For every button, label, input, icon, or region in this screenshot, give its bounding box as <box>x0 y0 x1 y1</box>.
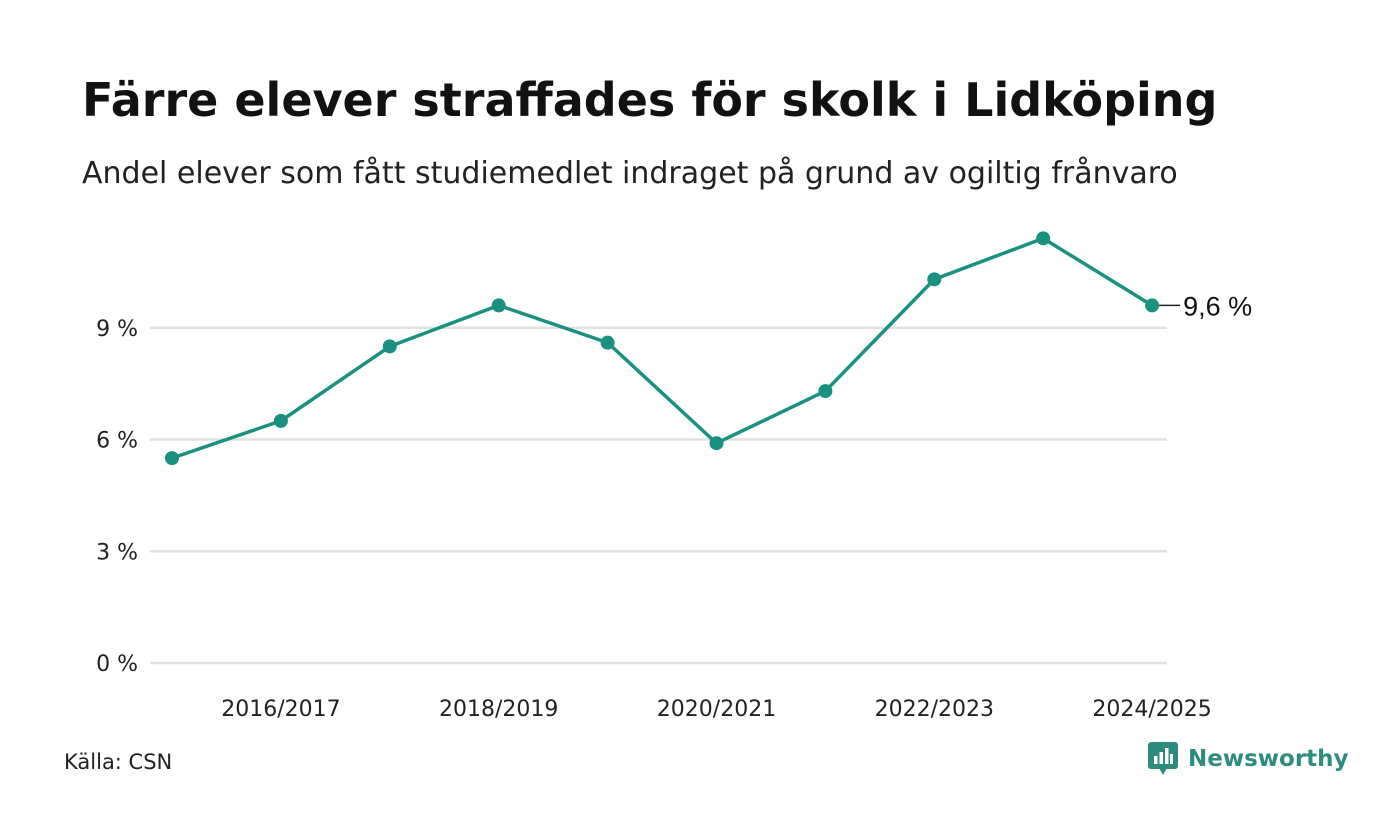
y-tick-label: 3 % <box>96 540 138 565</box>
brand-name: Newsworthy <box>1188 746 1349 772</box>
x-tick-label: 2016/2017 <box>221 697 340 722</box>
data-point <box>273 413 288 428</box>
data-point <box>1145 298 1160 313</box>
chart-subtitle: Andel elever som fått studiemedlet indra… <box>82 156 1178 191</box>
newsworthy-logo-icon <box>1148 742 1178 775</box>
x-tick-label: 2020/2021 <box>657 697 776 722</box>
chart-title: Färre elever straffades för skolk i Lidk… <box>82 73 1218 127</box>
y-tick-label: 6 % <box>96 429 138 454</box>
data-point <box>600 335 615 350</box>
data-point <box>818 384 833 399</box>
data-point <box>165 451 179 466</box>
line-chart: 0 % 3 % 6 % 9 % 2016/2017 2018/2019 2020/2021… <box>96 231 1252 722</box>
x-tick-label: 2018/2019 <box>439 697 558 722</box>
end-value-label: 9,6 % <box>1183 291 1252 321</box>
data-point <box>709 436 724 451</box>
y-tick-label: 0 % <box>96 652 138 677</box>
brand-logo: Newsworthy <box>1148 742 1349 776</box>
data-point <box>382 339 397 354</box>
x-tick-label: 2022/2023 <box>875 697 994 722</box>
x-tick-label: 2024/2025 <box>1092 697 1211 722</box>
data-point <box>927 272 942 287</box>
data-point <box>491 298 506 313</box>
y-tick-label: 9 % <box>96 317 138 342</box>
source-note: Källa: CSN <box>64 750 173 774</box>
data-point <box>1036 231 1051 246</box>
series-line <box>171 236 1154 460</box>
